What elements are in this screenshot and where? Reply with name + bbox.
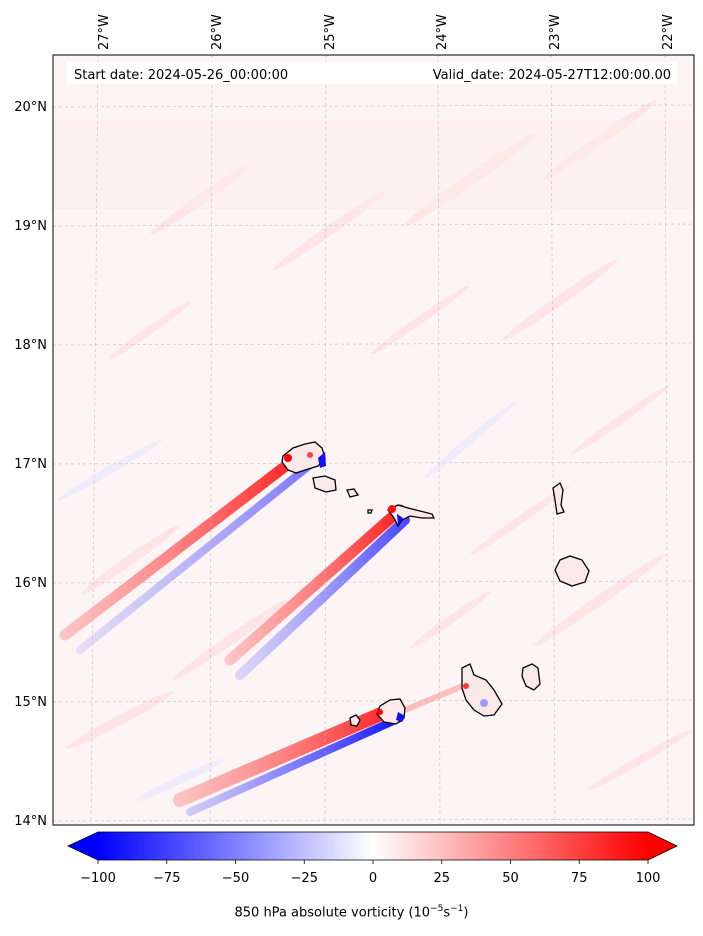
colorbar-tick-label: −25 <box>291 871 318 886</box>
colorbar-tick-label: 25 <box>433 871 450 886</box>
lat-label: 20°N <box>14 100 47 115</box>
graticule <box>53 55 694 825</box>
island-santa-luzia <box>346 488 360 498</box>
map-panel: Start date: 2024-05-26_00:00:00 Valid_da… <box>52 54 695 826</box>
colorbar-extend-high <box>648 832 677 860</box>
lon-label: 23°W <box>548 14 563 50</box>
lat-label: 18°N <box>14 338 47 353</box>
lat-label: 16°N <box>14 576 47 591</box>
colorbar-tick-label: −50 <box>222 871 249 886</box>
latitude-labels: 20°N 19°N 18°N 17°N 16°N 15°N 14°N <box>14 100 47 829</box>
annotation-box <box>67 62 677 84</box>
coastlines <box>281 441 590 727</box>
colorbar-tick-label: −100 <box>80 871 116 886</box>
lon-label: 24°W <box>435 14 450 50</box>
colorbar-label: 850 hPa absolute vorticity (10−5s−1) <box>234 904 469 921</box>
lat-label: 15°N <box>14 695 47 710</box>
colorbar-tick-labels: −100 −75 −50 −25 0 25 50 75 100 <box>80 871 660 886</box>
colorbar-tick-label: 75 <box>571 871 588 886</box>
colorbar-tick-label: 100 <box>636 871 661 886</box>
lon-label: 27°W <box>97 14 112 50</box>
colorbar-ticks <box>97 860 649 864</box>
island-boa-vista <box>554 555 590 587</box>
colorbar-tick-label: −75 <box>153 871 180 886</box>
island-vorticity-highlights <box>284 452 488 722</box>
longitude-labels: 27°W 26°W 25°W 24°W 23°W 22°W <box>97 14 676 50</box>
colorbar-tick-label: 0 <box>369 871 377 886</box>
lon-label: 22°W <box>661 14 676 50</box>
colorbar-tick-label: 50 <box>502 871 519 886</box>
island-brava <box>349 714 361 727</box>
vorticity-field <box>53 99 694 816</box>
island-branco <box>367 509 373 514</box>
island-sal <box>552 482 565 515</box>
colorbar: −100 −75 −50 −25 0 25 50 75 100 <box>67 831 678 886</box>
lat-label: 17°N <box>14 457 47 472</box>
island-sao-vicente <box>312 475 337 493</box>
colorbar-gradient <box>98 832 648 860</box>
start-date-label: Start date: 2024-05-26_00:00:00 <box>74 68 288 83</box>
colorbar-extend-low <box>68 832 98 860</box>
valid-date-label: Valid_date: 2024-05-27T12:00:00.00 <box>433 68 671 83</box>
lat-label: 19°N <box>14 219 47 234</box>
map-frame <box>52 54 695 826</box>
island-santiago <box>461 663 503 717</box>
island-maio <box>521 663 541 691</box>
lon-label: 26°W <box>210 14 225 50</box>
lat-label: 14°N <box>14 814 47 829</box>
lon-label: 25°W <box>323 14 338 50</box>
